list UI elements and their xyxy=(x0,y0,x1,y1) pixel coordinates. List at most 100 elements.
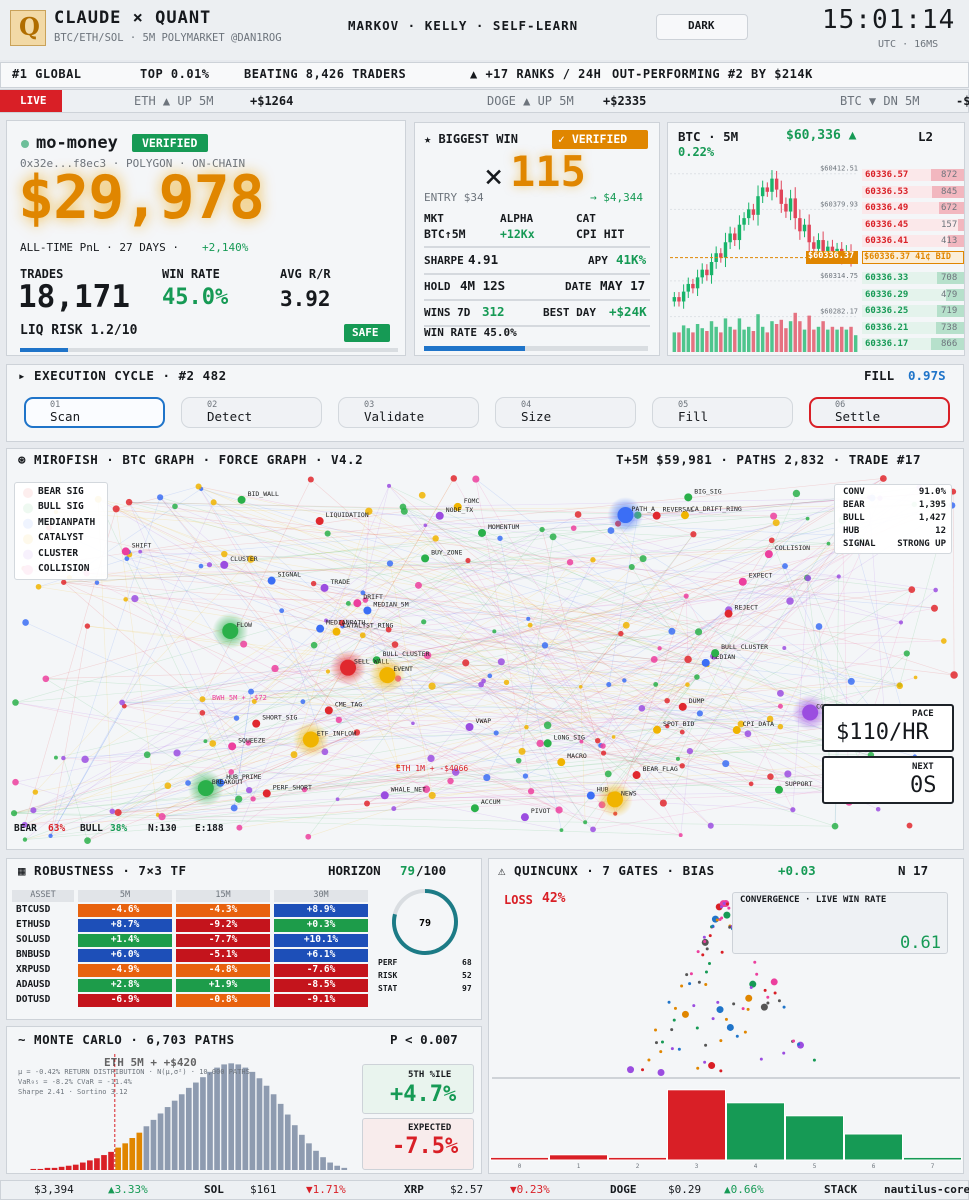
depth-bar xyxy=(931,338,964,350)
graph-dot xyxy=(251,699,257,704)
ball xyxy=(760,1003,768,1011)
graph-edge xyxy=(86,566,632,574)
graph-edge xyxy=(96,582,560,811)
graph-edge xyxy=(455,665,708,773)
graph-node xyxy=(197,780,214,797)
ball xyxy=(704,970,708,974)
graph-edge xyxy=(496,684,656,734)
graph-edge xyxy=(368,511,742,725)
volume-bar xyxy=(756,314,760,352)
size: 479 xyxy=(941,289,958,300)
ball xyxy=(677,1047,681,1051)
graph-edge xyxy=(129,501,774,517)
rows: SOLUSD xyxy=(16,934,51,945)
graph-edge xyxy=(326,620,748,734)
graph-node xyxy=(764,550,773,559)
value: +12Kx xyxy=(500,227,535,241)
rows: BTCUSD xyxy=(16,904,51,915)
ball xyxy=(696,1066,700,1070)
graph-edge xyxy=(213,502,660,649)
candle-body xyxy=(779,189,783,204)
graph-edge xyxy=(600,576,839,746)
trades-label: TRADES xyxy=(20,267,64,281)
graph-edge xyxy=(162,807,235,817)
graph-edge xyxy=(467,560,900,686)
graph-edge xyxy=(38,586,840,713)
graph-edge xyxy=(293,600,791,755)
name: BULL SIG xyxy=(38,501,84,513)
fill-label: FILL xyxy=(864,368,895,383)
histogram-bar xyxy=(185,1087,192,1170)
graph-edge xyxy=(615,535,854,814)
graph-dot xyxy=(555,806,563,814)
header-cell xyxy=(78,890,172,902)
label: CAT xyxy=(576,212,596,225)
candle-body xyxy=(728,233,732,243)
candle-body xyxy=(798,218,802,232)
graph-node xyxy=(363,606,372,615)
rr: 3.92 xyxy=(280,287,331,311)
graph-dot xyxy=(497,658,505,666)
graph-edge xyxy=(666,631,699,701)
rows: -8.5% xyxy=(306,979,336,990)
ball xyxy=(763,988,767,992)
price: 60336.49 xyxy=(865,203,909,213)
graph-edge xyxy=(499,538,562,831)
graph-dot xyxy=(826,541,831,546)
graph-node xyxy=(678,702,687,711)
size: 866 xyxy=(941,339,958,349)
graph-edge xyxy=(427,655,604,754)
graph-dot xyxy=(324,618,329,623)
ball xyxy=(695,1026,699,1030)
graph-edge xyxy=(14,732,497,814)
live-badge xyxy=(0,90,62,112)
node-label: DUMP xyxy=(689,697,705,705)
graph-edge xyxy=(592,540,773,830)
ball xyxy=(667,1000,671,1004)
graph-edge xyxy=(250,504,915,560)
graph-edge xyxy=(494,577,809,632)
graph-dot xyxy=(310,641,318,649)
value-cell xyxy=(78,904,172,917)
bar xyxy=(785,1115,844,1161)
value: STRONG UP xyxy=(897,539,946,549)
graph-edge xyxy=(140,491,954,552)
graph-edge xyxy=(159,497,358,733)
graph-edge xyxy=(202,712,855,722)
graph-edge xyxy=(24,726,833,826)
loss: LOSS xyxy=(504,893,533,907)
graph-edge xyxy=(304,653,907,790)
graph-edge xyxy=(617,523,742,725)
y-tick-label: $60282.17 xyxy=(820,308,858,316)
graph-dot xyxy=(678,833,683,838)
size: 413 xyxy=(941,236,958,246)
graph-dot xyxy=(784,770,792,778)
rows: +0.3% xyxy=(306,919,336,930)
value-cell xyxy=(274,964,368,977)
graph-dot xyxy=(792,489,801,498)
graph-edge xyxy=(348,603,850,803)
graph-node xyxy=(724,609,733,618)
rows: -4.3% xyxy=(208,904,238,915)
volume-bar xyxy=(677,332,681,352)
liq: LIQ RISK 1.2/10 xyxy=(20,323,138,338)
theme-button[interactable] xyxy=(656,14,748,40)
graph-edge xyxy=(423,497,873,623)
graph-dot xyxy=(233,715,240,721)
graph-edge xyxy=(418,529,543,586)
graph-edge xyxy=(682,706,781,767)
graph-edge xyxy=(243,643,560,811)
banner: BEATING 8,426 TRADERS xyxy=(244,67,407,81)
title: ▸ EXECUTION CYCLE · #2 482 xyxy=(18,368,227,383)
graph-dot xyxy=(228,769,235,775)
name: Detect xyxy=(207,409,253,424)
node-label: NODE_TX xyxy=(446,506,473,514)
graph-dot xyxy=(526,616,531,621)
graph-dot xyxy=(574,511,582,518)
graph-edge xyxy=(50,758,678,837)
graph-edge xyxy=(327,478,884,534)
graph-node xyxy=(617,507,634,524)
graph-dot xyxy=(665,724,670,729)
graph-dot xyxy=(638,705,646,712)
